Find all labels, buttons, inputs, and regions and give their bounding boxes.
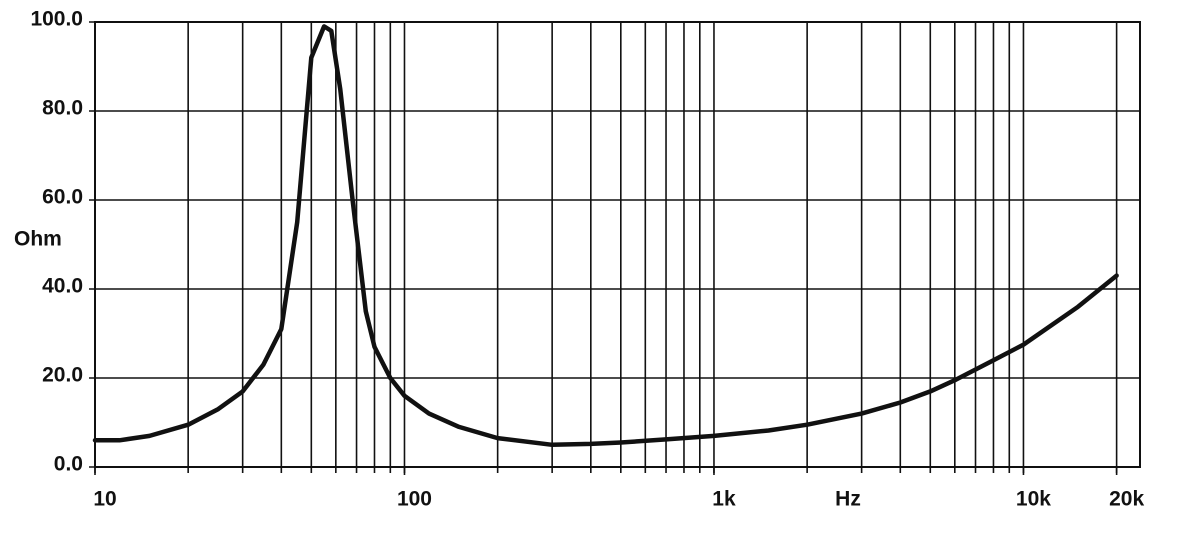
x-tick-label: 1k bbox=[712, 488, 736, 511]
y-tick-label: 100.0 bbox=[30, 8, 83, 31]
x-tick-label: 10k bbox=[1016, 488, 1051, 511]
x-tick-label: 10 bbox=[93, 488, 116, 511]
y-tick-label: 80.0 bbox=[42, 97, 83, 120]
y-tick-label: 20.0 bbox=[42, 364, 83, 387]
impedance-curve bbox=[92, 24, 1119, 448]
x-tick-label: 20k bbox=[1109, 488, 1144, 511]
plot-frame bbox=[94, 21, 1141, 468]
y-axis-label: Ohm bbox=[14, 228, 62, 251]
y-tick-label: 40.0 bbox=[42, 275, 83, 298]
x-axis-label: Hz bbox=[835, 488, 861, 511]
y-tick-label: 0.0 bbox=[54, 453, 83, 476]
x-tick-label: 100 bbox=[397, 488, 432, 511]
y-tick-label: 60.0 bbox=[42, 186, 83, 209]
